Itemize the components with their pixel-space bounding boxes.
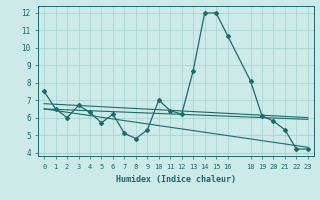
- X-axis label: Humidex (Indice chaleur): Humidex (Indice chaleur): [116, 175, 236, 184]
